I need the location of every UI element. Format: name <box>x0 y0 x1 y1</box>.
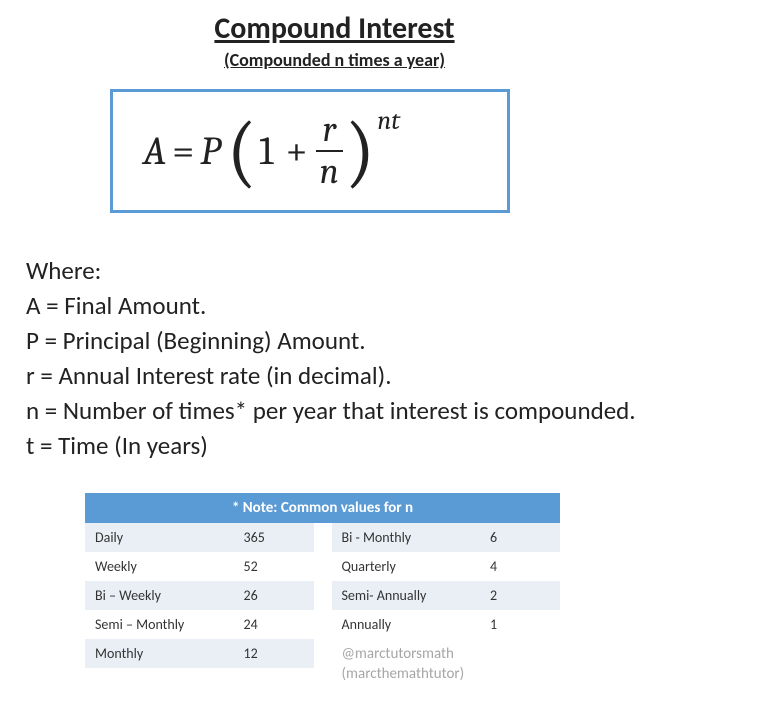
row-label: Weekly <box>85 552 234 581</box>
table-row: Semi- Annually 2 <box>332 581 561 610</box>
title-block: Compound Interest (Compounded n times a … <box>60 10 609 71</box>
row-label: Bi - Monthly <box>332 523 481 552</box>
row-value: 1 <box>480 610 560 639</box>
table-row: Bi - Monthly 6 <box>332 523 561 552</box>
definition-line: P = Principal (Beginning) Amount. <box>26 323 759 358</box>
table-right-column: Bi - Monthly 6 Quarterly 4 Semi- Annuall… <box>332 523 561 684</box>
table-header: * Note: Common values for n <box>85 493 560 523</box>
row-value: 6 <box>480 523 560 552</box>
row-value: 4 <box>480 552 560 581</box>
row-label: Annually <box>332 610 481 639</box>
table-row: Quarterly 4 <box>332 552 561 581</box>
row-label: Bi – Weekly <box>85 581 234 610</box>
definition-line: t = Time (In years) <box>26 428 759 463</box>
formula-lhs: A <box>143 131 166 171</box>
row-label: Semi- Annually <box>332 581 481 610</box>
table-left-column: Daily 365 Weekly 52 Bi – Weekly 26 Semi … <box>85 523 314 684</box>
formula-fraction: r n <box>316 112 343 190</box>
values-table: * Note: Common values for n Daily 365 We… <box>85 493 560 684</box>
row-value: 26 <box>234 581 314 610</box>
page-title: Compound Interest <box>60 10 609 47</box>
watermark-line: (marcthemathtutor) <box>342 665 561 685</box>
table-body: Daily 365 Weekly 52 Bi – Weekly 26 Semi … <box>85 523 560 684</box>
row-label: Monthly <box>85 639 234 668</box>
open-paren: ( <box>226 119 257 183</box>
definition-line: r = Annual Interest rate (in decimal). <box>26 358 759 393</box>
fraction-numerator: r <box>318 112 340 148</box>
table-row: Weekly 52 <box>85 552 314 581</box>
definition-line: A = Final Amount. <box>26 288 759 323</box>
row-label: Quarterly <box>332 552 481 581</box>
page-subtitle: (Compounded n times a year) <box>60 49 609 71</box>
watermark: @marctutorsmath (marcthemathtutor) <box>342 645 561 684</box>
definitions: Where: A = Final Amount. P = Principal (… <box>26 253 759 463</box>
table-row: Semi – Monthly 24 <box>85 610 314 639</box>
row-value: 12 <box>234 639 314 668</box>
row-label: Semi – Monthly <box>85 610 234 639</box>
definition-line: n = Number of times* per year that inter… <box>26 393 759 428</box>
page: Compound Interest (Compounded n times a … <box>0 0 779 703</box>
formula: A = P ( 1 + r n ) nt <box>143 112 497 190</box>
row-value: 365 <box>234 523 314 552</box>
row-value: 2 <box>480 581 560 610</box>
formula-exponent: nt <box>377 108 400 134</box>
formula-equals: = <box>172 131 194 171</box>
row-value: 52 <box>234 552 314 581</box>
formula-inner: 1 + r n <box>257 112 345 190</box>
row-value: 24 <box>234 610 314 639</box>
where-heading: Where: <box>26 253 759 288</box>
formula-box: A = P ( 1 + r n ) nt <box>110 89 510 213</box>
watermark-line: @marctutorsmath <box>342 645 561 665</box>
formula-plus: + <box>285 131 307 171</box>
table-row: Daily 365 <box>85 523 314 552</box>
table-row: Bi – Weekly 26 <box>85 581 314 610</box>
fraction-denominator: n <box>316 154 343 190</box>
formula-P: P <box>200 131 220 171</box>
table-row: Annually 1 <box>332 610 561 639</box>
table-row: Monthly 12 <box>85 639 314 668</box>
row-label: Daily <box>85 523 234 552</box>
close-paren: ) <box>345 119 376 183</box>
formula-one: 1 <box>259 131 273 171</box>
